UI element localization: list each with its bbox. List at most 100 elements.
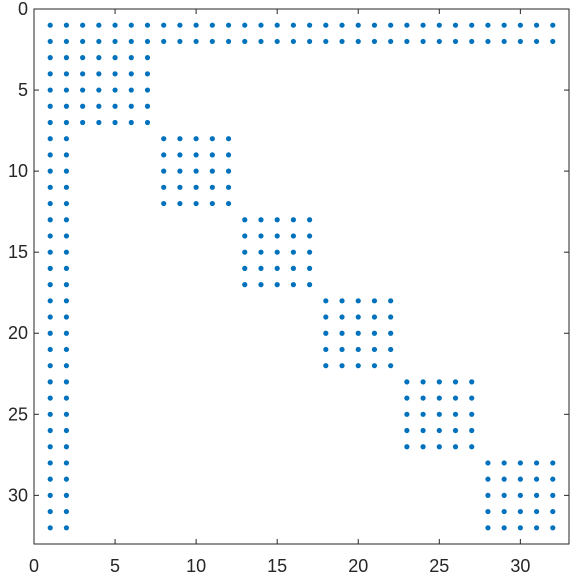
nonzero-point	[48, 233, 53, 238]
nonzero-point	[96, 39, 101, 44]
nonzero-point	[307, 282, 312, 287]
nonzero-point	[339, 363, 344, 368]
nonzero-point	[518, 525, 523, 530]
nonzero-point	[145, 39, 150, 44]
nonzero-point	[437, 379, 442, 384]
x-tick-label: 0	[29, 556, 39, 576]
nonzero-point	[112, 23, 117, 28]
nonzero-point	[112, 87, 117, 92]
nonzero-point	[48, 217, 53, 222]
nonzero-point	[323, 39, 328, 44]
nonzero-point	[550, 460, 555, 465]
nonzero-point	[550, 477, 555, 482]
nonzero-point	[339, 39, 344, 44]
nonzero-point	[161, 201, 166, 206]
nonzero-point	[48, 152, 53, 157]
nonzero-point	[64, 266, 69, 271]
nonzero-point	[96, 55, 101, 60]
nonzero-point	[275, 282, 280, 287]
nonzero-point	[226, 39, 231, 44]
nonzero-point	[161, 152, 166, 157]
nonzero-point	[307, 39, 312, 44]
nonzero-point	[161, 169, 166, 174]
nonzero-point	[145, 87, 150, 92]
nonzero-point	[469, 39, 474, 44]
nonzero-point	[48, 201, 53, 206]
nonzero-point	[518, 39, 523, 44]
x-tick-label: 15	[267, 556, 287, 576]
nonzero-point	[469, 412, 474, 417]
nonzero-point	[80, 23, 85, 28]
nonzero-point	[64, 460, 69, 465]
nonzero-point	[64, 444, 69, 449]
nonzero-point	[64, 201, 69, 206]
nonzero-point	[64, 87, 69, 92]
nonzero-point	[453, 444, 458, 449]
nonzero-point	[437, 39, 442, 44]
nonzero-point	[48, 55, 53, 60]
nonzero-point	[80, 120, 85, 125]
nonzero-point	[177, 39, 182, 44]
nonzero-point	[404, 395, 409, 400]
nonzero-point	[210, 136, 215, 141]
nonzero-point	[64, 185, 69, 190]
nonzero-point	[372, 363, 377, 368]
nonzero-point	[64, 120, 69, 125]
nonzero-point	[485, 525, 490, 530]
nonzero-point	[550, 23, 555, 28]
nonzero-point	[372, 298, 377, 303]
nonzero-point	[64, 347, 69, 352]
nonzero-point	[161, 185, 166, 190]
nonzero-point	[404, 39, 409, 44]
nonzero-point	[550, 525, 555, 530]
nonzero-point	[145, 71, 150, 76]
nonzero-point	[404, 444, 409, 449]
nonzero-point	[80, 71, 85, 76]
nonzero-point	[420, 412, 425, 417]
nonzero-point	[258, 250, 263, 255]
nonzero-point	[48, 460, 53, 465]
nonzero-point	[388, 314, 393, 319]
nonzero-point	[129, 39, 134, 44]
nonzero-point	[420, 23, 425, 28]
nonzero-point	[502, 39, 507, 44]
nonzero-point	[356, 314, 361, 319]
nonzero-point	[112, 39, 117, 44]
nonzero-point	[534, 39, 539, 44]
nonzero-point	[64, 509, 69, 514]
nonzero-point	[388, 331, 393, 336]
nonzero-point	[129, 87, 134, 92]
nonzero-point	[226, 201, 231, 206]
nonzero-point	[242, 233, 247, 238]
nonzero-point	[48, 39, 53, 44]
nonzero-point	[96, 104, 101, 109]
nonzero-point	[323, 363, 328, 368]
nonzero-point	[161, 39, 166, 44]
nonzero-point	[356, 347, 361, 352]
nonzero-point	[275, 250, 280, 255]
x-tick-label: 10	[186, 556, 206, 576]
nonzero-point	[194, 152, 199, 157]
nonzero-point	[194, 201, 199, 206]
nonzero-point	[502, 477, 507, 482]
nonzero-point	[64, 71, 69, 76]
nonzero-point	[145, 23, 150, 28]
nonzero-point	[372, 314, 377, 319]
nonzero-point	[64, 298, 69, 303]
nonzero-point	[210, 23, 215, 28]
nonzero-point	[404, 23, 409, 28]
nonzero-point	[388, 39, 393, 44]
nonzero-point	[48, 525, 53, 530]
nonzero-point	[210, 152, 215, 157]
nonzero-point	[291, 282, 296, 287]
nonzero-point	[372, 23, 377, 28]
nonzero-point	[194, 23, 199, 28]
nonzero-point	[469, 23, 474, 28]
nonzero-point	[96, 71, 101, 76]
nonzero-point	[226, 185, 231, 190]
nonzero-point	[356, 39, 361, 44]
nonzero-point	[48, 444, 53, 449]
nonzero-point	[502, 509, 507, 514]
nonzero-point	[469, 444, 474, 449]
